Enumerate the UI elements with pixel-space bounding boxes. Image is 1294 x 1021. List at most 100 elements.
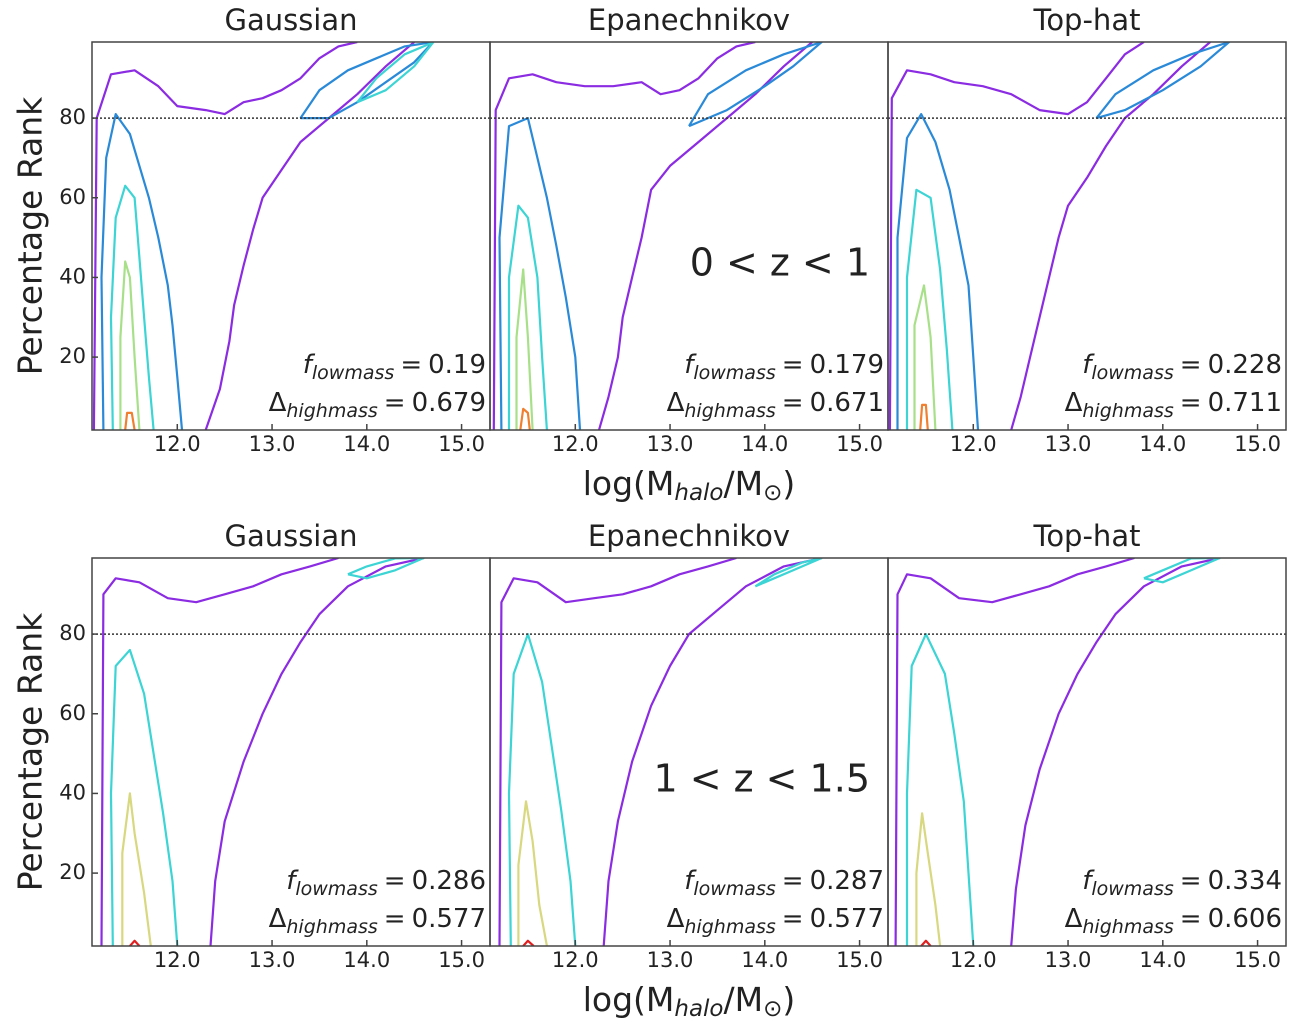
x-axis-label-subscript: ⊙ [763,996,782,1021]
contour-line [597,42,813,430]
x-tick-label: 14.0 [343,948,390,972]
contour-line [919,403,929,430]
x-axis-label-subscript: halo [674,996,723,1021]
statistic-annotation: Δhighmass = 0.577 [269,904,486,938]
contour-line [498,117,582,430]
y-tick-label: 20 [59,344,86,368]
x-tick-label: 14.0 [1139,432,1186,456]
contour-line [920,939,932,946]
x-tick-label: 12.0 [950,948,997,972]
statistic-annotation: Δhighmass = 0.577 [667,904,884,938]
contour-line [894,558,1135,946]
statistic-operator: = [1180,866,1202,896]
statistic-value: 0.228 [1208,350,1282,380]
statistic-subscript: highmass [286,400,377,422]
statistic-value: 0.577 [412,904,486,934]
statistic-subscript: lowmass [1091,878,1173,900]
y-tick-label: 80 [59,105,86,129]
x-tick-label: 14.0 [343,432,390,456]
statistic-annotation: flowmass = 0.228 [1082,350,1282,384]
panel-title: Top-hat [1033,519,1141,553]
statistic-operator: = [1180,904,1202,934]
x-tick-label: 15.0 [438,432,485,456]
statistic-value: 0.179 [810,350,884,380]
statistic-symbol: Δ [1065,388,1083,418]
panel-title: Epanechnikov [588,3,790,37]
contour-line [915,812,942,946]
statistic-annotation: flowmass = 0.179 [684,350,884,384]
panel-title: Epanechnikov [588,519,790,553]
redshift-label: 1 < z < 1.5 [653,757,870,801]
x-tick-label: 13.0 [249,948,296,972]
statistic-operator: = [1180,350,1202,380]
statistic-operator: = [1180,388,1202,418]
panel-title: Gaussian [224,519,357,553]
x-axis-label-part: ) [782,464,795,503]
plot-area [498,558,823,946]
contour-line [905,633,975,946]
statistic-symbol: Δ [269,904,287,934]
contour-line [109,648,179,946]
statistic-subscript: highmass [1082,916,1173,938]
statistic-value: 0.334 [1208,866,1282,896]
contour-line [124,411,136,430]
x-tick-label: 12.0 [154,432,201,456]
y-tick-label: 60 [59,701,86,725]
statistic-annotation: Δhighmass = 0.679 [269,388,486,422]
statistic-operator: = [384,388,406,418]
statistic-annotation: Δhighmass = 0.711 [1065,388,1282,422]
statistic-subscript: highmass [684,400,775,422]
contour-line [299,42,435,120]
x-tick-label: 12.0 [950,432,997,456]
contour-line [913,284,937,430]
contour-line [507,204,548,430]
x-tick-label: 15.0 [438,948,485,972]
contour-line [1010,558,1220,946]
contour-line [347,558,425,580]
statistic-annotation: Δhighmass = 0.671 [667,388,884,422]
contour-line [522,939,535,946]
x-tick-label: 15.0 [836,948,883,972]
statistic-value: 0.671 [810,388,884,418]
statistic-subscript: lowmass [312,362,394,384]
contour-line [204,42,415,430]
y-tick-label: 40 [59,780,86,804]
statistic-value: 0.679 [412,388,486,418]
contour-line [688,42,823,128]
contour-line [129,939,141,946]
contour-line [754,558,823,588]
x-tick-label: 13.0 [647,432,694,456]
contour-line [109,184,155,430]
statistic-value: 0.287 [810,866,884,896]
x-tick-label: 15.0 [1234,432,1281,456]
x-axis-label-subscript: halo [674,480,723,506]
statistic-subscript: lowmass [295,878,377,900]
panel-frame [887,41,1287,431]
x-tick-label: 15.0 [836,432,883,456]
statistic-operator: = [782,388,804,418]
x-axis-label-part: /M [724,980,764,1019]
statistic-symbol: Δ [667,904,685,934]
statistic-annotation: flowmass = 0.287 [684,866,884,900]
x-tick-label: 12.0 [154,948,201,972]
contour-line [92,42,358,430]
x-tick-label: 14.0 [741,948,788,972]
statistic-symbol: Δ [667,388,685,418]
contour-line [119,260,141,430]
x-tick-label: 13.0 [1045,948,1092,972]
contour-line [888,42,1145,430]
contour-line [602,558,822,946]
x-axis-label: log(Mhalo/M⊙) [583,980,796,1021]
panel-frame [887,557,1287,947]
y-tick-label: 40 [59,264,86,288]
contour-line [100,558,339,946]
x-axis-label-part: log(M [583,980,675,1019]
contour-line [121,792,152,946]
x-tick-label: 13.0 [1045,432,1092,456]
plot-area [100,558,425,946]
contour-line [507,633,577,946]
plot-area [492,42,823,430]
statistic-operator: = [782,866,804,896]
contour-line [492,42,756,430]
